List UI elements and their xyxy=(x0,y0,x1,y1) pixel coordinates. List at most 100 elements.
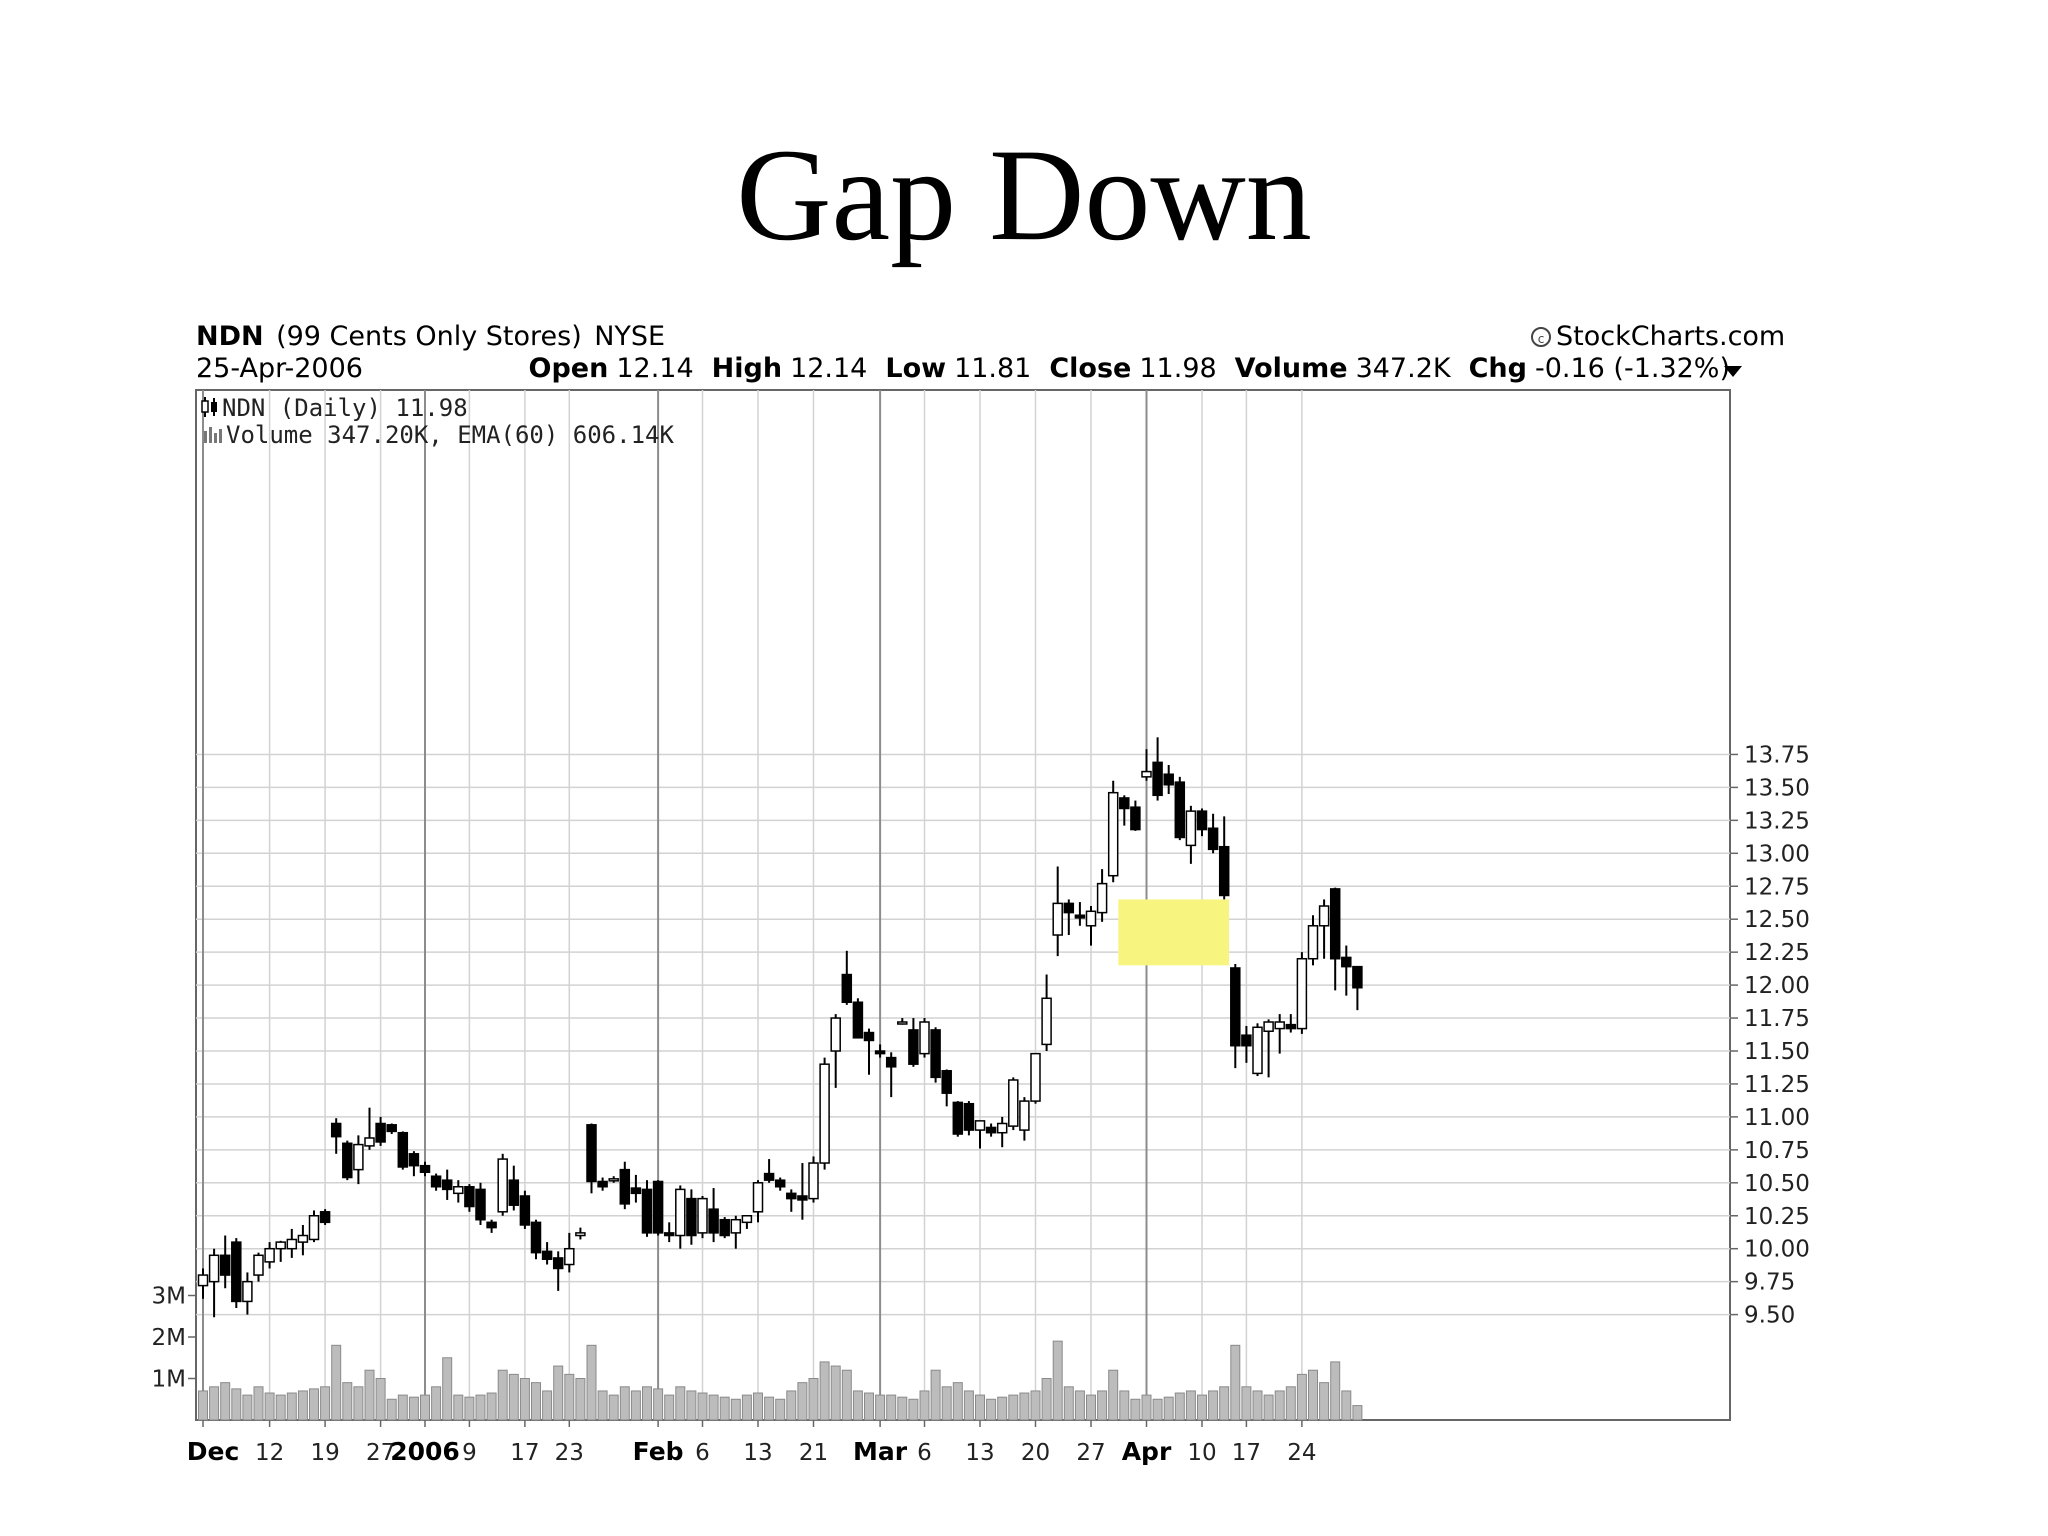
candle-body-down xyxy=(475,1188,486,1221)
volume-bar xyxy=(686,1390,697,1421)
copyright-icon xyxy=(1531,327,1551,347)
candle xyxy=(1019,1097,1030,1141)
candle xyxy=(786,1189,797,1212)
stat-value-open: 12.14 xyxy=(616,353,693,384)
volume-bar xyxy=(830,1365,841,1421)
candle xyxy=(863,1028,875,1075)
volume-bar xyxy=(309,1388,319,1421)
dropdown-arrow-icon[interactable] xyxy=(1724,366,1742,377)
volume-bar xyxy=(697,1392,708,1421)
candle-body-up xyxy=(1019,1100,1030,1131)
candle-body-down xyxy=(1329,888,1341,960)
candle xyxy=(1152,737,1163,801)
volume-bar xyxy=(320,1386,331,1421)
volume-bar xyxy=(1274,1390,1285,1421)
volume-bar xyxy=(919,1390,930,1421)
candle-body-down xyxy=(797,1195,808,1201)
volume-bar xyxy=(1185,1390,1196,1421)
volume-bar xyxy=(220,1382,231,1421)
candle-body-up xyxy=(919,1021,930,1055)
candle-body-down xyxy=(686,1197,697,1237)
candle-body-up xyxy=(264,1247,275,1263)
candle-body-up xyxy=(808,1162,819,1200)
date-tick-label: Dec xyxy=(187,1437,240,1466)
candles xyxy=(197,737,1363,1318)
volume-bar xyxy=(1208,1390,1219,1421)
volume-tick-label: 1M xyxy=(152,1367,186,1393)
volume-bar xyxy=(442,1357,453,1421)
candle-body-down xyxy=(1074,914,1086,919)
candle-body-down xyxy=(1063,902,1075,914)
candle xyxy=(652,1180,664,1236)
candle-body-up xyxy=(253,1254,264,1276)
candle-body-down xyxy=(375,1122,386,1143)
volume-bar xyxy=(1141,1394,1152,1421)
volume-bar xyxy=(353,1386,364,1421)
chart-date: 25-Apr-2006 xyxy=(196,353,363,384)
volume-bar xyxy=(1263,1394,1274,1421)
volume-bar xyxy=(864,1392,874,1421)
volume-bar xyxy=(1130,1398,1141,1421)
candle xyxy=(697,1195,708,1239)
candle-body-down xyxy=(1163,773,1174,786)
candle xyxy=(541,1242,553,1265)
volume-axis: 3M 2M 1M xyxy=(152,1284,196,1393)
volume-bar xyxy=(930,1369,941,1421)
candle-body-up xyxy=(1030,1052,1041,1102)
candle xyxy=(1085,906,1097,946)
candle xyxy=(1263,1019,1274,1078)
candle-body-up xyxy=(297,1234,309,1243)
candle-body-down xyxy=(519,1195,531,1226)
candle-body-up xyxy=(897,1021,908,1025)
price-axis: 13.75 13.50 13.25 13.00 12.75 12.50 12.25 12.00… xyxy=(1730,742,1810,1329)
stat-label-high: High xyxy=(712,353,782,384)
date-tick-label: 6 xyxy=(695,1440,710,1466)
candle-body-down xyxy=(985,1126,997,1134)
candle-body-up xyxy=(453,1186,464,1195)
candle xyxy=(397,1131,409,1170)
candle-body-up xyxy=(1008,1079,1019,1127)
candle-body-up xyxy=(1041,997,1052,1046)
price-tick-label: 13.25 xyxy=(1744,808,1810,834)
volume-bar xyxy=(1197,1394,1207,1421)
volume-bar xyxy=(253,1386,264,1421)
volume-bar xyxy=(1086,1394,1096,1421)
volume-bar xyxy=(1341,1390,1352,1421)
candle-body-down xyxy=(397,1131,409,1168)
candle xyxy=(1074,902,1086,926)
volume-bar xyxy=(242,1394,253,1421)
price-tick-label: 11.50 xyxy=(1744,1039,1810,1065)
candle xyxy=(1329,887,1341,991)
stat-value-volume: 347.2K xyxy=(1356,353,1452,384)
volume-bar xyxy=(564,1373,575,1421)
volume-bar xyxy=(586,1344,597,1421)
volume-bar xyxy=(1308,1369,1318,1421)
candle xyxy=(342,1140,353,1181)
date-tick-label: 27 xyxy=(366,1440,395,1466)
candle xyxy=(974,1120,986,1149)
candle xyxy=(885,1052,897,1098)
candle-body-down xyxy=(419,1164,431,1174)
candle xyxy=(841,950,853,1005)
volume-bar xyxy=(198,1390,208,1421)
candle xyxy=(453,1180,464,1203)
price-tick-label: 12.50 xyxy=(1744,907,1810,933)
volume-bars xyxy=(198,1340,1363,1421)
candle xyxy=(763,1159,775,1183)
price-tick-label: 10.00 xyxy=(1744,1237,1810,1263)
candle xyxy=(564,1232,575,1273)
volume-bar xyxy=(1163,1396,1174,1421)
candle-body-up xyxy=(974,1120,986,1131)
candle xyxy=(475,1182,486,1225)
volume-bar xyxy=(553,1365,564,1421)
candle xyxy=(996,1116,1008,1148)
volume-bar xyxy=(1063,1386,1074,1421)
volume-bar xyxy=(519,1378,530,1421)
price-tick-label: 13.75 xyxy=(1744,742,1810,768)
candle-body-down xyxy=(941,1070,952,1094)
candle xyxy=(275,1240,286,1262)
volume-bar xyxy=(963,1390,974,1421)
candle xyxy=(985,1123,997,1137)
candle xyxy=(552,1251,564,1291)
